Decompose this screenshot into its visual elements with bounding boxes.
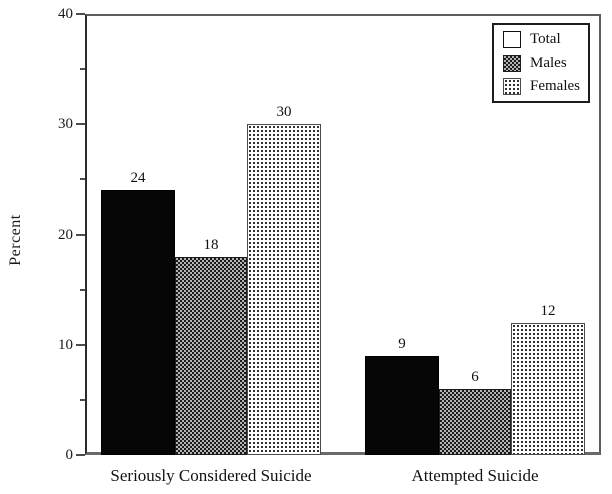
bar-value-label: 30 [276,104,292,121]
y-tick-label: 10 [58,336,73,353]
y-minor-tick [80,68,85,71]
category-label-2: Attempted Suicide [411,466,539,485]
y-major-tick [76,343,85,346]
bar-total-1 [101,190,175,455]
y-tick-label: 30 [58,116,73,133]
y-minor-tick [80,178,85,181]
y-major-tick [76,454,85,456]
y-minor-tick [80,398,85,401]
legend-label: Total [530,31,561,48]
bar-value-label: 6 [471,368,479,385]
legend-entry-males: Males [503,54,588,72]
bar-value-label: 18 [203,236,219,253]
y-major-tick [76,13,85,15]
y-axis-title: Percent [7,214,24,266]
legend-label: Males [530,54,567,71]
bar-total-2 [365,355,439,455]
bar-females-2 [511,322,585,455]
legend-label: Females [530,77,580,94]
y-tick-label: 40 [58,6,73,22]
bar-value-label: 9 [398,335,406,352]
bar-value-label: 24 [130,170,146,187]
bar-males-2 [439,388,511,455]
legend-entry-total: Total [503,31,588,49]
y-major-tick [76,123,85,126]
y-major-tick [76,233,85,236]
legend-box: Total Males Females [492,23,590,103]
y-tick-label: 20 [58,226,73,243]
bar-females-1 [247,124,321,455]
bar-value-label: 12 [540,302,556,319]
legend-swatch-males-icon [503,54,521,72]
bar-males-1 [175,256,247,455]
category-label-1: Seriously Considered Suicide [110,466,312,485]
legend-entry-females: Females [503,77,588,95]
legend-swatch-total-icon [503,31,521,49]
legend-swatch-females-icon [503,77,521,95]
y-tick-label: 0 [65,447,74,463]
y-minor-tick [80,288,85,291]
